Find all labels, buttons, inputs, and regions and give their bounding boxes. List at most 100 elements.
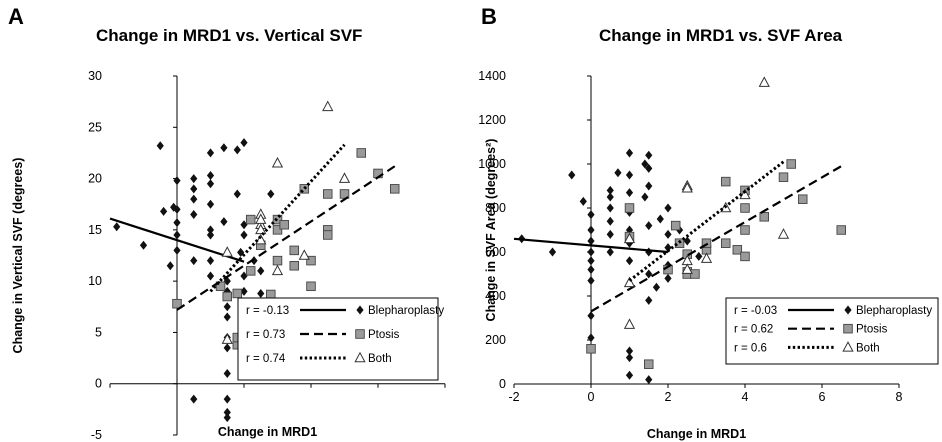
data-point <box>625 188 634 198</box>
data-point <box>625 170 634 180</box>
data-point <box>587 265 595 275</box>
series-both <box>221 100 351 344</box>
data-point <box>215 281 226 292</box>
legend-r-value: r = 0.73 <box>246 329 285 341</box>
data-point <box>700 252 713 263</box>
x-axis-label: Change in MRD1 <box>218 425 317 439</box>
data-point <box>233 189 241 199</box>
data-point <box>338 172 351 183</box>
data-point <box>233 145 241 155</box>
panel-label: A <box>8 4 24 29</box>
data-point <box>623 276 636 288</box>
y-tick-label: 600 <box>485 245 506 259</box>
y-tick-label: -5 <box>91 428 102 442</box>
data-point <box>664 229 672 239</box>
data-point <box>240 230 248 240</box>
data-point <box>625 346 634 356</box>
data-point <box>206 179 215 189</box>
legend: r = -0.13 Blepharoplasty r = 0.73 Ptosis r =… <box>237 297 444 381</box>
data-point <box>732 245 743 255</box>
data-point <box>279 219 289 230</box>
data-point <box>695 251 703 261</box>
data-point <box>240 138 248 148</box>
data-point <box>221 333 233 344</box>
data-point <box>645 375 653 385</box>
data-point <box>624 203 635 213</box>
y-tick-label: 0 <box>499 377 506 391</box>
y-axis-label: Change in SVF Area (degrees²) <box>484 139 498 322</box>
data-point <box>664 203 672 213</box>
legend-r-value: r = 0.6 <box>734 342 767 354</box>
data-point <box>739 188 751 200</box>
data-point <box>625 353 634 363</box>
legend-series-name: Blepharoplasty <box>368 305 444 317</box>
x-tick-label: 2 <box>665 390 672 404</box>
data-point <box>240 286 248 296</box>
data-point <box>836 225 847 235</box>
chart-title: Change in MRD1 vs. SVF Area <box>599 26 843 45</box>
data-point <box>323 189 333 199</box>
data-point <box>223 343 231 353</box>
data-point <box>777 228 790 239</box>
data-point <box>645 221 653 231</box>
y-tick-label: 800 <box>485 201 506 215</box>
data-point <box>206 271 215 281</box>
data-point <box>641 192 649 202</box>
data-point <box>232 288 243 299</box>
data-point <box>587 225 595 235</box>
data-point <box>798 194 808 204</box>
data-point <box>323 230 333 240</box>
data-point <box>681 181 693 193</box>
data-point <box>652 282 661 292</box>
data-point <box>625 148 634 158</box>
y-tick-label: 0 <box>95 377 102 391</box>
y-tick-label: 1200 <box>478 113 506 127</box>
legend-series-name: Ptosis <box>368 329 400 341</box>
data-point <box>173 218 181 228</box>
y-tick-label: 1000 <box>478 157 506 171</box>
data-point <box>664 243 672 253</box>
data-point <box>206 225 215 235</box>
data-point <box>786 159 796 169</box>
legend-r-value: r = -0.03 <box>734 305 777 317</box>
data-point <box>614 168 622 178</box>
data-point <box>740 251 750 262</box>
data-point <box>190 184 198 194</box>
data-point <box>298 249 310 260</box>
legend-r-value: r = 0.62 <box>734 324 773 336</box>
data-point <box>656 214 664 224</box>
legend: r = -0.03 Blepharoplasty r = 0.62 Ptosis r =… <box>725 297 939 365</box>
y-tick-label: 200 <box>485 333 506 347</box>
data-point <box>740 203 750 213</box>
legend-marker <box>842 341 854 352</box>
data-point <box>606 229 614 239</box>
data-point <box>625 256 634 266</box>
legend-r-value: r = 0.74 <box>246 353 286 365</box>
data-point <box>720 176 731 187</box>
data-point <box>190 194 198 204</box>
series-both <box>623 76 790 329</box>
data-point <box>206 230 215 240</box>
data-point <box>223 302 231 312</box>
legend-marker <box>843 323 853 334</box>
legend-box <box>237 297 439 381</box>
data-point <box>272 255 283 266</box>
data-point <box>257 266 265 276</box>
data-point <box>166 261 174 271</box>
data-point <box>623 318 636 329</box>
data-point <box>223 312 231 322</box>
data-point <box>356 148 367 158</box>
trend-line-both <box>628 160 785 282</box>
y-tick-label: 30 <box>88 69 102 83</box>
data-point <box>568 170 576 180</box>
data-point <box>587 311 595 321</box>
data-point <box>606 203 614 213</box>
data-point <box>206 170 215 180</box>
data-point <box>223 413 231 423</box>
data-point <box>255 233 267 245</box>
data-point <box>606 216 614 226</box>
data-point <box>271 156 284 168</box>
data-point <box>587 276 595 286</box>
